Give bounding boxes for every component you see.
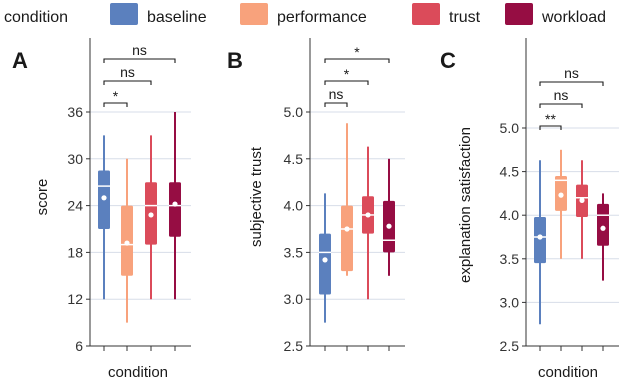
y-tick-label-b-2: 3.5 [284, 244, 304, 260]
y-tick-label-a-2: 18 [67, 244, 83, 260]
y-tick-label-c-4: 4.5 [500, 164, 520, 180]
legend-swatch-performance [240, 3, 268, 25]
y-tick-label-c-3: 4.0 [500, 207, 520, 223]
box-b-performance [341, 205, 353, 272]
mean-point-b-performance [344, 226, 350, 232]
legend: condition baseline performance trust wor… [4, 3, 606, 26]
sig-bracket-c-1 [539, 103, 583, 108]
x-axis-title-c: condition [538, 364, 598, 381]
legend-swatch-trust [412, 3, 440, 25]
sig-label-c-1: ns [554, 87, 569, 103]
box-c-baseline [534, 216, 546, 264]
mean-point-a-performance [124, 240, 130, 246]
mean-point-b-baseline [322, 257, 328, 263]
sig-label-c-2: ns [564, 65, 579, 81]
legend-swatch-workload [505, 3, 533, 25]
legend-label-performance: performance [277, 9, 367, 26]
box-c-workload [597, 203, 609, 246]
sig-bracket-b-1 [324, 80, 369, 85]
mean-point-a-workload [172, 201, 178, 207]
legend-label-workload: workload [541, 9, 606, 26]
sig-label-b-1: * [344, 66, 350, 82]
sig-bracket-a-1 [103, 80, 152, 85]
panel-letter-c: C [440, 48, 456, 73]
mean-point-b-trust [365, 212, 371, 218]
panel-letter-a: A [12, 48, 28, 73]
y-tick-label-a-3: 24 [67, 198, 83, 214]
y-tick-label-a-4: 30 [67, 151, 83, 167]
y-tick-label-c-5: 5.0 [500, 120, 520, 136]
panel-b: B subjective trust 2.53.03.54.04.55.0ns*… [227, 38, 405, 354]
x-axis-title-a: condition [108, 364, 168, 381]
sig-label-b-2: * [354, 44, 360, 60]
mean-point-a-trust [148, 212, 154, 218]
y-tick-label-c-2: 3.5 [500, 251, 520, 267]
sig-bracket-c-0 [539, 125, 562, 130]
y-axis-title-c: explanation satisfaction [457, 127, 474, 283]
legend-title: condition [4, 9, 68, 26]
box-b-baseline [319, 233, 331, 295]
y-tick-label-a-1: 12 [67, 291, 83, 307]
box-a-workload [169, 182, 181, 237]
mean-point-c-trust [579, 197, 585, 203]
y-tick-label-b-5: 5.0 [284, 104, 304, 120]
panel-letter-b: B [227, 48, 243, 73]
y-tick-label-c-1: 3.0 [500, 294, 520, 310]
sig-label-b-0: ns [329, 86, 344, 102]
y-tick-label-c-0: 2.5 [500, 338, 520, 354]
legend-swatch-baseline [110, 3, 138, 25]
sig-bracket-a-0 [103, 102, 128, 107]
legend-label-baseline: baseline [147, 9, 207, 26]
panel-c: C explanation satisfaction condition 2.5… [440, 38, 619, 381]
y-axis-title-b: subjective trust [248, 146, 265, 247]
sig-label-a-1: ns [120, 64, 135, 80]
sig-label-a-0: * [113, 88, 119, 104]
sig-bracket-b-0 [324, 102, 348, 107]
sig-bracket-a-2 [103, 58, 176, 63]
y-axis-title-a: score [34, 179, 51, 216]
y-tick-label-b-3: 4.0 [284, 198, 304, 214]
mean-point-c-baseline [537, 234, 543, 240]
mean-point-a-baseline [101, 195, 107, 201]
mean-point-c-workload [600, 225, 606, 231]
sig-bracket-c-2 [539, 81, 604, 86]
sig-bracket-b-2 [324, 58, 390, 63]
legend-label-trust: trust [449, 9, 481, 26]
sig-label-c-0: ** [545, 111, 556, 127]
y-tick-label-b-0: 2.5 [284, 338, 304, 354]
y-tick-label-b-4: 4.5 [284, 151, 304, 167]
sig-label-a-2: ns [132, 42, 147, 58]
y-tick-label-a-0: 6 [75, 338, 83, 354]
y-tick-label-a-5: 36 [67, 104, 83, 120]
y-tick-label-b-1: 3.0 [284, 291, 304, 307]
mean-point-b-workload [386, 223, 392, 229]
mean-point-c-performance [558, 192, 564, 198]
